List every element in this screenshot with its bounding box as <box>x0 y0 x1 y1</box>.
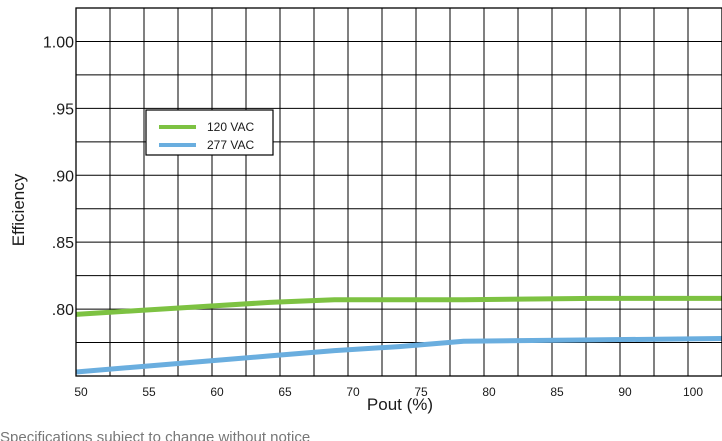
legend-label-120vac: 120 VAC <box>207 120 254 134</box>
series-lines <box>75 295 722 375</box>
series-line-277vac <box>75 336 722 375</box>
footer-text: Specifications subject to change without… <box>0 429 311 441</box>
y-tick-label: 1.00 <box>43 34 74 51</box>
footer-note: Specifications subject to change without… <box>0 423 722 441</box>
legend-label-277vac: 277 VAC <box>207 138 254 152</box>
y-tick-label: .85 <box>52 235 74 252</box>
x-tick-label: 50 <box>74 385 88 399</box>
x-tick-label: 75 <box>414 385 428 399</box>
x-tick-label: 60 <box>210 385 224 399</box>
x-tick-label: 100 <box>683 385 703 399</box>
legend-box <box>145 109 274 156</box>
efficiency-chart: 1.00 .95 .90 .85 .80 50 55 60 65 70 75 80 85 90 100 1… <box>9 7 722 414</box>
y-tick-label: .90 <box>52 168 74 185</box>
x-tick-labels: 50 55 60 65 70 75 80 85 90 100 <box>74 385 703 399</box>
series-line-120vac <box>75 295 722 317</box>
x-tick-label: 80 <box>482 385 496 399</box>
x-tick-label: 70 <box>346 385 360 399</box>
legend: 120 VAC 277 VAC <box>145 109 274 156</box>
x-tick-label: 55 <box>142 385 156 399</box>
x-tick-label: 65 <box>278 385 292 399</box>
x-tick-label: 90 <box>618 385 632 399</box>
y-tick-label: .95 <box>52 101 74 118</box>
grid <box>76 8 722 376</box>
plot-frame <box>75 7 722 377</box>
y-tick-label: .80 <box>52 302 74 319</box>
x-tick-label: 85 <box>550 385 564 399</box>
y-tick-labels: 1.00 .95 .90 .85 .80 <box>43 34 74 319</box>
y-axis-title: Efficiency <box>9 173 28 246</box>
x-axis-title: Pout (%) <box>367 395 433 414</box>
